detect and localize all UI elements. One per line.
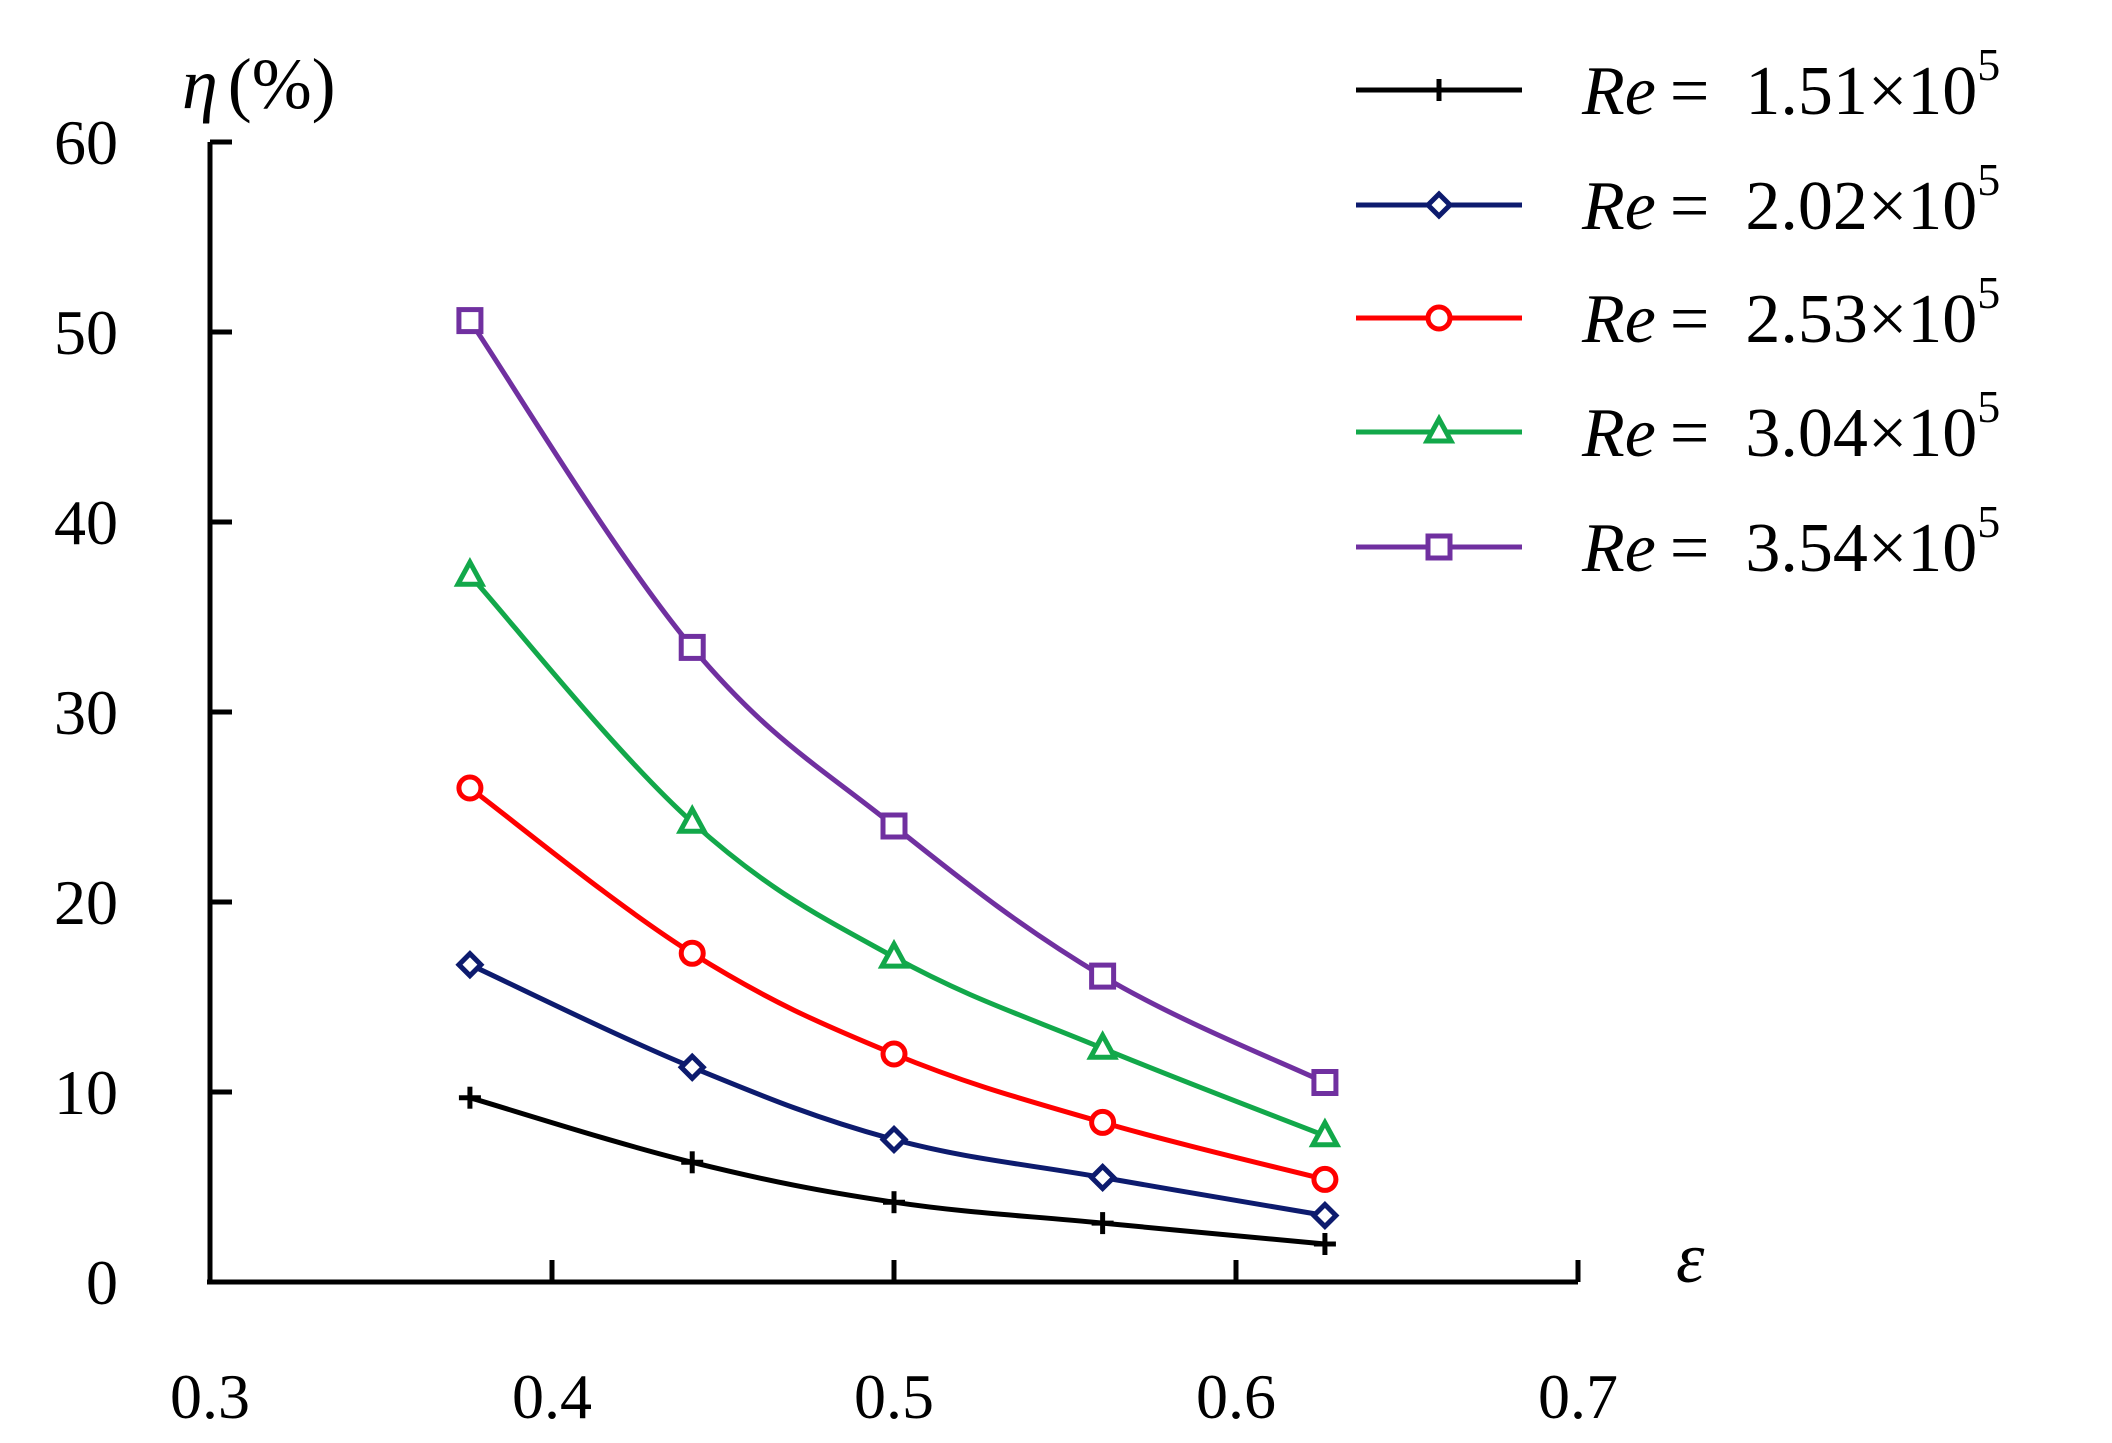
series-4 — [453, 556, 1342, 1148]
legend-exponent: 5 — [1977, 496, 2000, 547]
legend-re: Re — [1581, 168, 1656, 245]
legend-mantissa: 2.53×10 — [1745, 281, 1977, 358]
legend-item: Re = 2.53×105 — [1356, 267, 2000, 358]
legend-item: Re = 3.54×105 — [1356, 496, 2000, 587]
legend-label: Re = 3.54×105 — [1581, 496, 2000, 587]
y-tick-label: 50 — [54, 297, 118, 368]
axes — [207, 142, 1578, 1285]
series-group — [453, 307, 1342, 1255]
y-axis-symbol: η — [182, 44, 218, 124]
legend-re: Re — [1581, 395, 1656, 472]
data-point — [1310, 1200, 1340, 1231]
ticks — [210, 139, 1581, 1282]
x-tick-label: 0.5 — [854, 1361, 934, 1432]
data-point — [1313, 1233, 1336, 1255]
series-3 — [456, 774, 1339, 1193]
data-point — [456, 307, 484, 335]
y-tick-label: 40 — [54, 487, 118, 558]
data-point — [677, 1052, 707, 1082]
legend-eq: = — [1670, 510, 1709, 587]
legend-mantissa: 3.54×10 — [1745, 510, 1977, 587]
legend-marker — [1422, 413, 1456, 444]
legend-exponent: 5 — [1977, 381, 2000, 432]
data-point — [1308, 1117, 1342, 1148]
legend-label: Re = 3.04×105 — [1581, 381, 2000, 472]
legend-re: Re — [1581, 53, 1656, 130]
legend-mantissa: 1.51×10 — [1745, 53, 1977, 130]
data-point — [1088, 1162, 1118, 1193]
legend-marker — [1428, 79, 1450, 101]
series-2 — [455, 950, 1340, 1231]
legend-marker — [1424, 190, 1454, 220]
series-5 — [456, 307, 1339, 1096]
data-point — [1089, 962, 1117, 990]
data-point — [1089, 1108, 1117, 1136]
data-point — [1311, 1165, 1339, 1193]
legend-re: Re — [1581, 281, 1656, 358]
legend-mantissa: 3.04×10 — [1745, 395, 1977, 472]
legend-marker — [1425, 533, 1453, 561]
legend-item: Re = 2.02×105 — [1356, 154, 2000, 245]
data-point — [681, 1151, 704, 1174]
data-point — [678, 633, 706, 661]
legend-eq: = — [1670, 53, 1709, 130]
series-1 — [458, 1086, 1336, 1255]
x-tick-label: 0.6 — [1196, 1361, 1276, 1432]
y-tick-label: 20 — [54, 867, 118, 938]
legend-exponent: 5 — [1977, 39, 2000, 90]
x-tick-label: 0.7 — [1538, 1361, 1618, 1432]
legend-label: Re = 2.02×105 — [1581, 154, 2000, 245]
data-point — [877, 938, 911, 969]
series-line — [467, 1095, 1328, 1247]
data-point — [453, 556, 487, 587]
series-line — [467, 962, 1328, 1218]
data-point — [458, 1086, 481, 1109]
legend-re: Re — [1581, 510, 1656, 587]
legend-mantissa: 2.02×10 — [1745, 168, 1977, 245]
data-point — [880, 1040, 908, 1068]
data-point — [1311, 1069, 1339, 1096]
y-axis-title: η (%) — [182, 44, 336, 124]
y-tick-label: 10 — [54, 1057, 118, 1128]
legend-item: Re = 3.04×105 — [1356, 381, 2000, 472]
y-tick-label: 60 — [54, 107, 118, 178]
y-tick-label: 0 — [86, 1247, 118, 1318]
x-axis-title: ε — [1676, 1218, 1705, 1298]
y-axis-unit: (%) — [228, 44, 336, 124]
tick-labels: 0.3 0.4 0.5 0.6 0.7 0 10 20 30 40 50 60 — [54, 107, 1618, 1432]
legend-label: Re = 1.51×105 — [1581, 39, 2000, 130]
x-tick-label: 0.3 — [170, 1361, 250, 1432]
data-point — [880, 812, 908, 840]
legend-label: Re = 2.53×105 — [1581, 267, 2000, 358]
legend-exponent: 5 — [1977, 154, 2000, 205]
series-line — [467, 785, 1328, 1182]
y-tick-label: 30 — [54, 677, 118, 748]
legend-marker — [1425, 304, 1453, 332]
data-point — [883, 1191, 905, 1214]
data-point — [455, 950, 485, 980]
data-point — [676, 803, 709, 834]
data-point — [879, 1124, 909, 1155]
data-point — [1091, 1212, 1114, 1235]
data-point — [456, 774, 484, 802]
x-tick-label: 0.4 — [512, 1361, 592, 1432]
legend-eq: = — [1670, 395, 1709, 472]
legend-eq: = — [1670, 168, 1709, 245]
legend-exponent: 5 — [1977, 267, 2000, 318]
data-point — [678, 939, 706, 967]
data-point — [1086, 1030, 1119, 1060]
legend-eq: = — [1670, 281, 1709, 358]
legend-item: Re = 1.51×105 — [1356, 39, 2000, 130]
